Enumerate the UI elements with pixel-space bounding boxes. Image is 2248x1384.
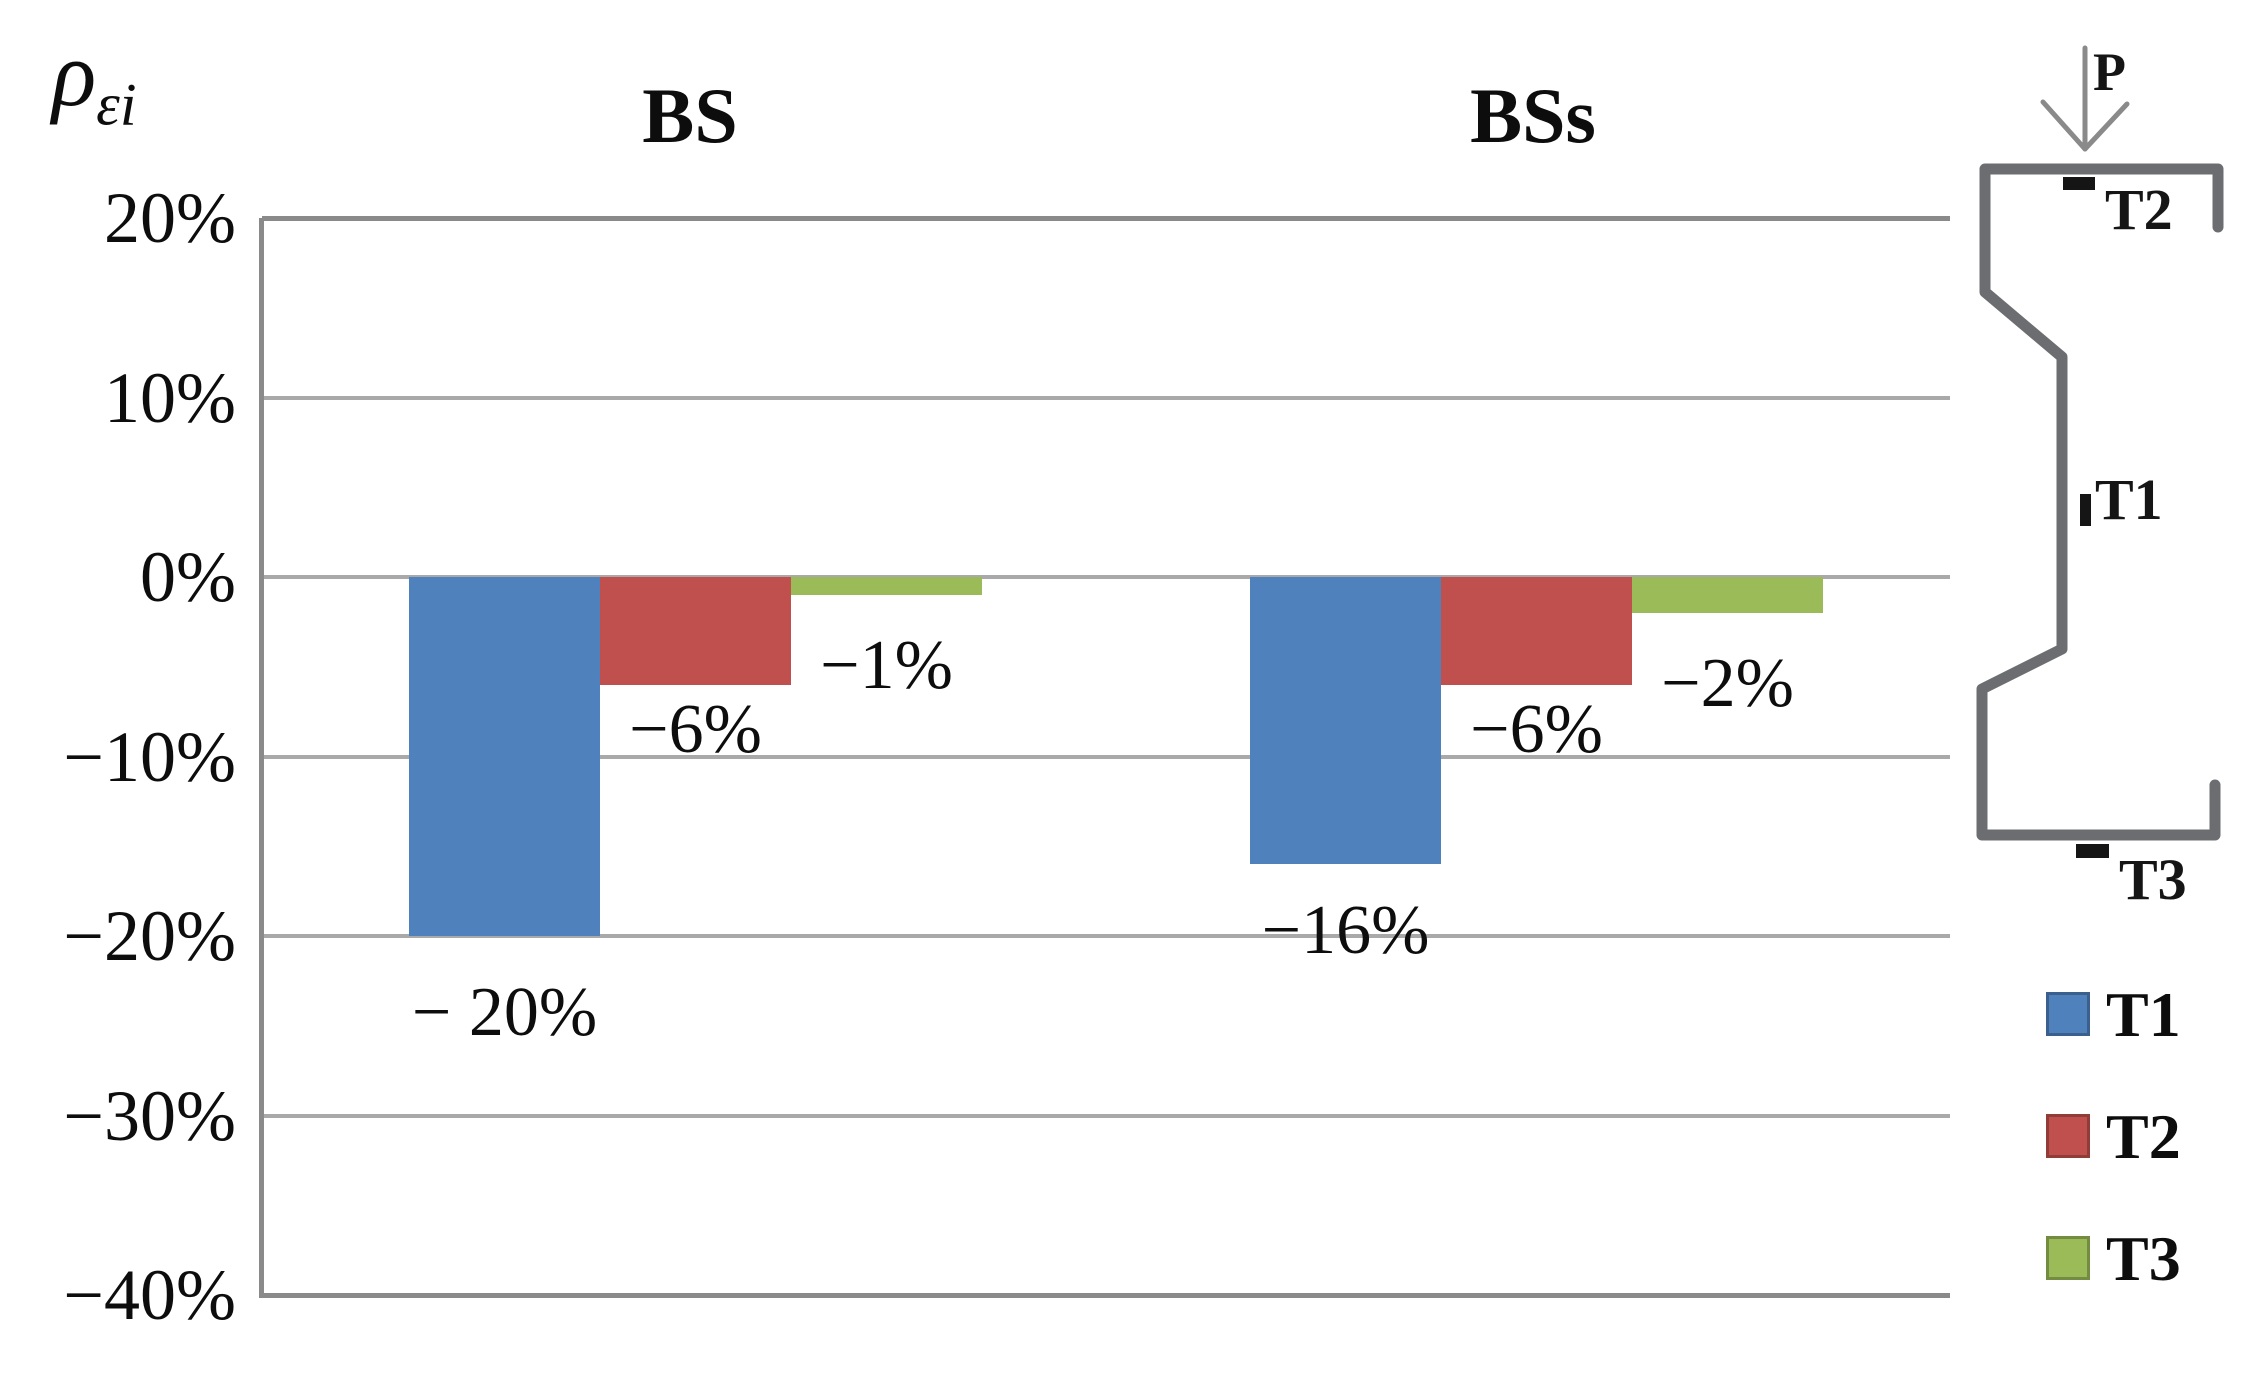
bar-BSs-T1: [1250, 577, 1441, 865]
bar-value-label: −6%: [1470, 690, 1603, 768]
gauge-web-mark: [2080, 494, 2091, 526]
bar-BSs-T3: [1632, 577, 1823, 613]
y-tick-label: 20%: [104, 178, 236, 258]
legend-label: T3: [2106, 1223, 2181, 1294]
bar-value-label: −6%: [629, 690, 762, 768]
bar-BS-T3: [791, 577, 982, 595]
legend-swatch-t1-icon: [2046, 992, 2090, 1036]
load-arrow-icon: [2040, 45, 2130, 152]
bar-BSs-T2: [1441, 577, 1632, 685]
gauge-web-label: T1: [2095, 467, 2163, 532]
y-axis-title: ρεi: [52, 23, 136, 134]
legend-label: T2: [2106, 1101, 2181, 1172]
bar-value-label: −1%: [820, 626, 953, 704]
bar-BS-T2: [600, 577, 791, 685]
y-tick-label: −40%: [63, 1255, 236, 1335]
group-title-bss: BSs: [1470, 72, 1596, 159]
bar-value-label: − 20%: [411, 974, 598, 1051]
sigma-section-drawing: P T2 T1 T3: [1976, 42, 2224, 912]
gridline: [262, 1293, 1950, 1298]
legend-swatch-t3-icon: [2046, 1236, 2090, 1280]
y-tick-label: −20%: [63, 896, 236, 976]
y-tick-label: −30%: [63, 1075, 236, 1156]
gridline: [262, 1113, 1950, 1118]
group-title-bs: BS: [642, 72, 738, 159]
gauge-bottom-mark: [2076, 844, 2109, 858]
y-tick-label: 0%: [140, 537, 236, 617]
y-tick-label: −10%: [63, 716, 236, 797]
section-outline: [1976, 163, 2224, 841]
gridline: [262, 216, 1950, 221]
bar-value-label: −16%: [1261, 892, 1430, 970]
load-label: P: [2093, 42, 2126, 102]
legend-swatch-t2-icon: [2046, 1114, 2090, 1158]
gauge-top-label: T2: [2105, 177, 2173, 242]
gridline: [262, 754, 1950, 759]
bar-BS-T1: [409, 577, 600, 936]
y-axis-title-subscript: εi: [96, 71, 137, 138]
legend-label: T1: [2106, 979, 2181, 1050]
gridline: [262, 575, 1950, 579]
bar-value-label: −2%: [1661, 644, 1794, 722]
gridline: [262, 395, 1950, 400]
section-diagram: P T2 T1 T3: [1935, 22, 2247, 927]
gridline: [262, 934, 1950, 938]
gauge-top-mark: [2063, 177, 2095, 190]
y-axis-title-symbol: ρ: [52, 23, 97, 125]
y-axis-line: [259, 218, 264, 1298]
y-tick-label: 10%: [104, 357, 236, 438]
gauge-bottom-label: T3: [2119, 847, 2187, 912]
